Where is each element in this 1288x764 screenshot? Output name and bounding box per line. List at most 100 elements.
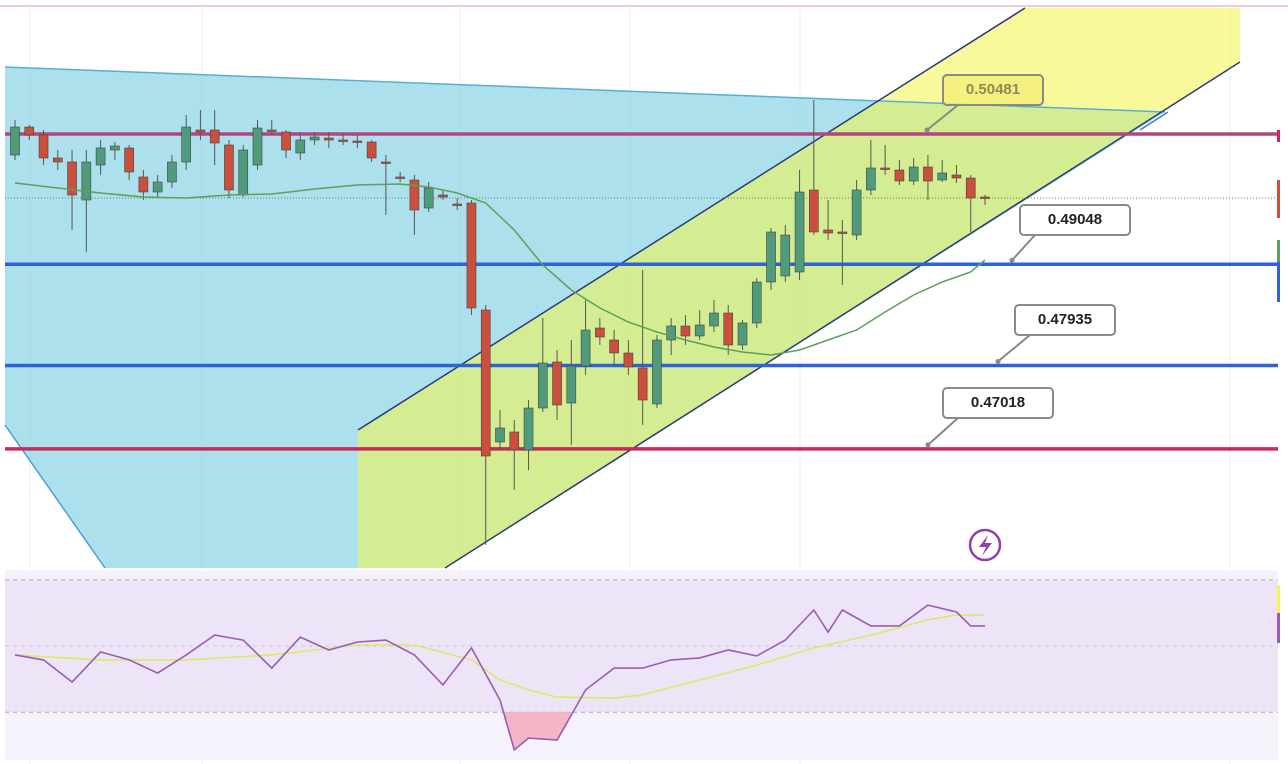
candle-body xyxy=(495,427,505,443)
candle-body xyxy=(666,325,676,341)
candle-body xyxy=(110,145,120,151)
candle-body xyxy=(266,129,277,132)
label-anchor xyxy=(924,127,930,133)
label-box xyxy=(942,387,1054,419)
candle-body xyxy=(381,161,391,164)
price-panel xyxy=(10,100,990,545)
candle-body xyxy=(894,169,905,182)
candle-body xyxy=(423,187,434,209)
candle-body xyxy=(923,166,933,182)
candle-body xyxy=(95,147,106,166)
candle-body xyxy=(951,174,962,179)
candle-body xyxy=(566,365,577,404)
candle-body xyxy=(866,167,876,191)
candle-body xyxy=(324,137,334,141)
rsi-band xyxy=(5,579,1278,712)
candle-body xyxy=(366,141,377,159)
candle-body xyxy=(552,361,562,406)
candle-body xyxy=(509,431,520,451)
label-pointer xyxy=(1011,234,1036,261)
candle-body xyxy=(723,312,734,346)
candle-body xyxy=(937,172,948,181)
label-pointer xyxy=(997,334,1031,363)
scale-marker xyxy=(1277,262,1280,302)
candle-body xyxy=(438,194,448,198)
label-box xyxy=(942,74,1044,106)
candle-body xyxy=(352,140,363,143)
candle-body xyxy=(181,126,191,163)
candle-body xyxy=(309,136,320,141)
candle-body xyxy=(837,231,848,234)
candle-body xyxy=(466,202,477,309)
candle-body xyxy=(980,196,990,199)
channel-zone xyxy=(358,8,1240,568)
candle-body xyxy=(295,139,306,154)
candle-body xyxy=(338,139,348,142)
candle-body xyxy=(480,309,491,457)
channel-line xyxy=(444,61,1241,569)
candle-body xyxy=(252,127,263,166)
candle-body xyxy=(24,126,35,136)
candle-body xyxy=(908,166,919,182)
candle-body xyxy=(81,161,92,201)
candle-body xyxy=(124,147,134,173)
candle-body xyxy=(965,177,976,199)
scale-marker xyxy=(1277,240,1280,262)
candle-body xyxy=(709,312,719,327)
candle-body xyxy=(580,329,591,367)
candle-body xyxy=(195,129,206,133)
candle-body xyxy=(224,144,234,191)
moving-average xyxy=(14,182,986,356)
channel-line xyxy=(357,7,1026,431)
scale-marker xyxy=(1277,180,1280,218)
candle-body xyxy=(523,407,534,451)
candle-body xyxy=(680,325,691,337)
candle-body xyxy=(794,191,805,273)
scale-marker xyxy=(1277,130,1280,142)
candle-body xyxy=(281,131,291,151)
scale-marker xyxy=(1277,613,1280,643)
label-anchor xyxy=(995,358,1001,364)
label-box xyxy=(1014,304,1116,336)
trend-line xyxy=(1139,111,1169,131)
scale-marker xyxy=(1277,585,1280,613)
candle-body xyxy=(851,189,862,236)
candle-body xyxy=(238,149,249,196)
candle-body xyxy=(38,134,49,159)
level-label: 0.50481 xyxy=(966,81,1020,98)
candle-body xyxy=(780,234,791,277)
level-label: 0.47018 xyxy=(971,394,1025,411)
candle-body xyxy=(452,203,463,206)
candle-body xyxy=(409,179,420,211)
level-label: 0.47935 xyxy=(1038,311,1092,328)
candle-body xyxy=(209,129,220,144)
alert-icon[interactable] xyxy=(968,528,1002,562)
label-pointer xyxy=(927,417,959,446)
candle-body xyxy=(152,181,163,193)
candle-body xyxy=(766,231,776,283)
candle-body xyxy=(595,327,605,338)
alert-bolt xyxy=(979,535,992,556)
rsi-panel xyxy=(5,579,1278,752)
candle-body xyxy=(880,167,890,170)
candle-body xyxy=(395,176,405,179)
candle-body xyxy=(694,324,705,337)
rsi-average xyxy=(14,614,985,699)
candle-body xyxy=(809,189,819,233)
label-box xyxy=(1019,204,1131,236)
candle-body xyxy=(637,367,648,401)
candle-body xyxy=(823,229,833,234)
label-anchor xyxy=(925,442,931,448)
candle-body xyxy=(737,322,748,346)
candle-body xyxy=(138,176,149,193)
candle-body xyxy=(52,157,63,163)
candle-body xyxy=(10,126,20,156)
candle-body xyxy=(623,352,634,368)
candle-body xyxy=(167,161,177,183)
candle-body xyxy=(609,339,619,354)
label-anchor xyxy=(1009,257,1015,263)
candle-body xyxy=(652,339,662,405)
level-labels: 0.50481 0.49048 0.47935 0.47018 xyxy=(924,74,1131,448)
rsi-line xyxy=(14,604,985,752)
